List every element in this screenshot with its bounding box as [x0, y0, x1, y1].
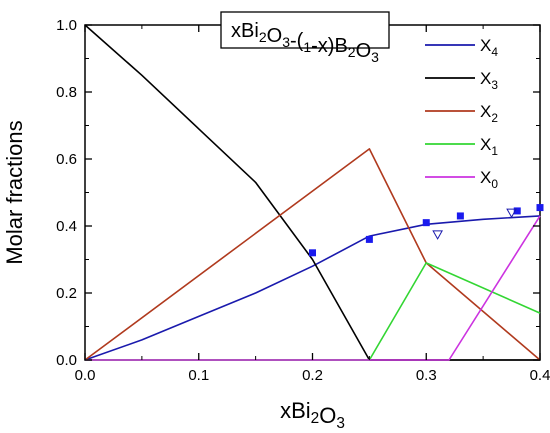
ticks-layer: 0.0 0.1 0.2 0.3 0.4 0.0 0.2 0.4 0.6 0.8 1.0 [56, 17, 550, 384]
data-point-square [422, 219, 430, 227]
x-tick-label: 0.0 [75, 367, 96, 384]
chart-title-box: xBi2O3-(1-x)B2O3 [220, 11, 390, 65]
axis-titles: xBi2O3 Molar fractions [2, 120, 345, 432]
legend-label-x2: X2 [480, 102, 498, 125]
marker-layer [309, 204, 544, 257]
data-point-triangle [506, 208, 517, 219]
x-tick-label: 0.3 [416, 367, 437, 384]
series-line-x0 [85, 215, 541, 361]
y-tick-label: 0.2 [56, 285, 77, 302]
data-point-square [536, 204, 544, 212]
y-tick-label: 0.0 [56, 352, 77, 369]
y-tick-label: 0.6 [56, 151, 77, 168]
legend-label-x3: X3 [480, 69, 498, 92]
y-tick-label: 1.0 [56, 17, 77, 34]
x-axis-title: xBi2O3 [280, 398, 345, 432]
x-tick-label: 0.2 [302, 367, 323, 384]
x-tick-label: 0.4 [530, 367, 550, 384]
legend-label-x1: X1 [480, 135, 498, 158]
data-point-square [365, 235, 373, 243]
data-point-square [456, 212, 464, 220]
y-axis-title: Molar fractions [2, 120, 27, 264]
y-tick-label: 0.4 [56, 218, 77, 235]
x-tick-label: 0.1 [188, 367, 209, 384]
chart-title: xBi2O3-(1-x)B2O3 [231, 20, 379, 65]
legend-label-x4: X4 [480, 36, 498, 59]
y-tick-label: 0.8 [56, 84, 77, 101]
legend-label-x0: X0 [480, 168, 498, 191]
data-point-triangle [432, 230, 443, 240]
series-line-x3 [84, 24, 540, 361]
series-line-x4 [84, 215, 541, 361]
series-line-x2 [84, 148, 541, 361]
chart-title-border [220, 11, 390, 49]
series-layer [84, 24, 541, 361]
legend: X4 X3 X2 X1 X0 [425, 36, 498, 191]
data-point-square [513, 207, 521, 215]
data-point-square [309, 249, 316, 257]
series-line-x1 [85, 262, 541, 361]
